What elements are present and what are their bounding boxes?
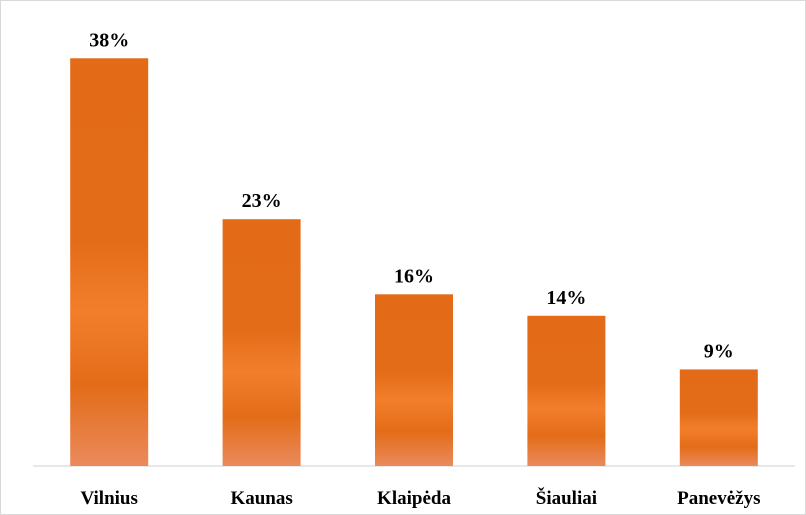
bar bbox=[679, 369, 758, 466]
bar bbox=[527, 315, 606, 466]
bar bbox=[222, 219, 301, 466]
x-tick-label: Šiauliai bbox=[536, 487, 597, 509]
data-label: 23% bbox=[242, 190, 282, 212]
x-tick-label: Klaipėda bbox=[377, 488, 451, 509]
data-label: 38% bbox=[89, 29, 129, 51]
data-label: 16% bbox=[394, 265, 434, 287]
data-label: 9% bbox=[704, 340, 734, 362]
x-tick-label: Vilnius bbox=[81, 488, 138, 509]
x-tick-label: Panevėžys bbox=[677, 488, 760, 509]
bar bbox=[70, 58, 149, 466]
data-label: 14% bbox=[546, 287, 586, 309]
bar bbox=[375, 294, 453, 466]
x-tick-label: Kaunas bbox=[230, 488, 292, 509]
